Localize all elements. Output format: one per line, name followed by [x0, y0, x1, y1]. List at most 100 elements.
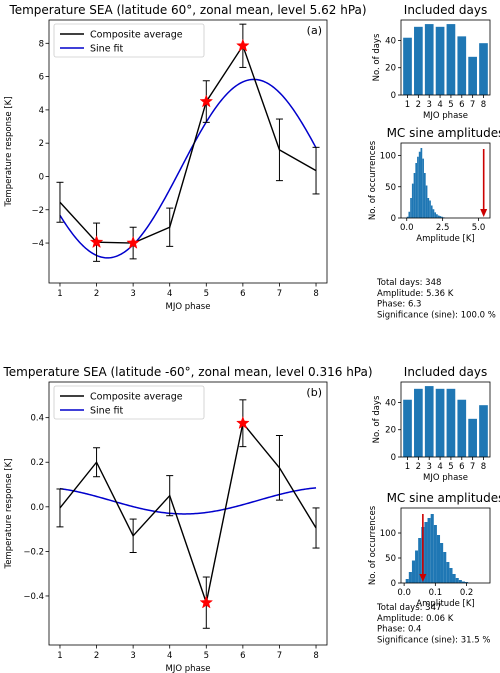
panel-b-hist-y-tick-label: 50: [385, 554, 396, 564]
panel-b-days-axes-frame: [400, 381, 491, 458]
panel-a-days-x-axis-label: MJO phase: [423, 111, 468, 121]
panel-b-x-tick-label: 7: [277, 651, 282, 661]
panel-b-days-x-tick-label: 8: [481, 462, 486, 472]
panel-a-x-tick-label: 2: [94, 289, 99, 299]
panel-b-days-bar: [457, 399, 467, 457]
panel-b-composite-line: [59, 421, 317, 606]
panel-a-x-tick-label: 8: [313, 289, 318, 299]
panel-b-x-tick-label: 4: [167, 651, 172, 661]
panel-b-stats-phase: Phase: 0.4: [377, 625, 421, 635]
panel-a-legend-box: [53, 23, 205, 58]
panel-b-axes-frame: [48, 381, 328, 646]
panel-b-sine-fit-line: [59, 487, 317, 515]
panel-a-days-x-tick-label: 5: [448, 100, 453, 110]
panel-a-hist-axes-frame: [400, 142, 491, 219]
panel-a-legend-composite-label: Composite average: [90, 30, 183, 41]
panel-b-days-bar: [479, 405, 488, 457]
panel-a-sine-fit-line: [59, 78, 317, 259]
panel-a-days-x-tick-label: 7: [470, 100, 475, 110]
panel-a-hist-x-tick-label: 0.0: [400, 223, 414, 233]
panel-a-hist-y-axis-label: No. of occurrences: [368, 140, 378, 220]
panel-a-hist-bar: [434, 212, 437, 218]
panel-b-hist-marker-arrowhead: [419, 574, 427, 582]
panel-b-hist-bar: [408, 572, 412, 583]
panel-b-hist-bar: [436, 535, 441, 583]
panel-a-hist-x-axis-label: Amplitude [K]: [416, 234, 474, 244]
panel-a-panel-label: (a): [307, 24, 322, 37]
panel-a-days-x-tick-label: 2: [416, 100, 421, 110]
panel-a-hist-bar: [415, 163, 418, 218]
panel-b-days-bar: [403, 399, 412, 457]
panel-a-hist-y-tick-label: 50: [385, 183, 396, 193]
panel-b-y-tick-label: −0.4: [23, 592, 44, 602]
panel-b-hist-y-axis-label: No. of occurrences: [368, 505, 378, 585]
panel-b-days-x-tick-label: 7: [470, 462, 475, 472]
panel-a-hist-bar: [441, 216, 443, 218]
panel-a-hist-title: MC sine amplitudes: [387, 126, 500, 140]
panel-a-hist-bar: [427, 198, 430, 218]
panel-b-x-tick-label: 5: [204, 651, 209, 661]
panel-a-hist-bar: [423, 173, 426, 218]
panel-b-y-tick-label: 0.0: [30, 503, 44, 513]
panel-b-hist-chart: 0.0 0.1 0.2 0 50 100 MC sine amplitudes Amplitu…: [368, 491, 500, 609]
panel-a-y-tick-label: 8: [39, 39, 44, 49]
panel-b-y-tick-label: −0.2: [23, 547, 44, 557]
panel-b-hist-bar: [415, 550, 419, 583]
panel-a-days-y-tick-label: 20: [385, 64, 396, 74]
panel-b-days-x-tick-label: 4: [437, 462, 442, 472]
panel-a-days-bar: [435, 26, 445, 95]
panel-a-x-axis-label: MJO phase: [166, 302, 211, 312]
panel-b-hist-x-tick-label: 0.2: [460, 588, 474, 598]
panel-a-days-bar: [414, 26, 423, 95]
panel-a-hist-bar: [420, 148, 423, 218]
panel-a-stats-significance: Significance (sine): 100.0 %: [377, 310, 496, 320]
panel-a-hist-y-tick-label: 0: [391, 214, 396, 224]
panel-a-significant-star: [199, 94, 214, 108]
panel-b-significant-star: [236, 416, 250, 430]
panel-b-hist-bar: [427, 518, 431, 583]
panel-a-x-tick-label: 1: [57, 289, 62, 299]
panel-b-stats-significance: Significance (sine): 31.5 %: [377, 635, 490, 645]
panel-a-days-bar: [457, 36, 467, 95]
panel-b-hist-x-tick-label: 0.0: [397, 588, 411, 598]
panel-a-hist-bar: [417, 156, 419, 218]
panel-b-days-bar: [446, 388, 456, 457]
panel-b-hist-bar: [452, 574, 456, 583]
panel-b-hist-bar: [418, 538, 422, 583]
panel-a-hist-bar: [418, 151, 421, 218]
panel-a-days-x-tick-label: 8: [481, 100, 486, 110]
panel-b-days-y-axis-label: No. of days: [372, 395, 382, 443]
panel-a-days-title: Included days: [404, 3, 487, 17]
panel-a-stats-phase: Phase: 6.3: [377, 300, 421, 310]
panel-b-days-bar: [468, 418, 477, 457]
panel-b-x-tick-label: 2: [94, 651, 99, 661]
panel-a-y-tick-label: −2: [31, 206, 44, 216]
panel-b-title: Temperature SEA (latitude -60°, zonal me…: [2, 365, 372, 379]
panel-a-days-bar: [424, 24, 434, 95]
panel-a-hist-bar: [432, 209, 435, 218]
panel-a-hist-bar: [429, 200, 431, 218]
panel-a-hist-chart: 0.0 2.5 5.0 0 50 100 MC sine amplitudes Amplitu…: [368, 126, 500, 244]
panel-b-y-axis-label: Temperature response [K]: [4, 458, 14, 569]
panel-b-stats-total-days: Total days: 347: [376, 603, 441, 613]
panel-b-days-chart: 1 2 3 4 5 6 7 8 0 20 40 Included days MJO phase No. o…: [372, 365, 491, 483]
panel-a-composite-line: [59, 44, 317, 244]
panel-b-days-bar: [424, 386, 434, 457]
panel-b-hist-title: MC sine amplitudes: [387, 491, 500, 505]
panel-a-hist-y-tick-label: 100: [380, 152, 396, 162]
panel-b-hist-x-tick-label: 0.1: [429, 588, 443, 598]
panel-b-stats-amplitude: Amplitude: 0.06 K: [377, 614, 454, 624]
panel-b-panel-label: (b): [306, 386, 322, 399]
panel-b-days-x-tick-label: 2: [416, 462, 421, 472]
panel-b-hist-bar: [440, 543, 444, 583]
panel-b-hist-y-tick-label: 100: [380, 529, 396, 539]
panel-a-hist-bar: [408, 211, 411, 218]
panel-a-y-tick-label: −4: [31, 239, 44, 249]
panel-a-significant-star: [89, 234, 104, 249]
panel-a-days-y-tick-label: 40: [385, 36, 396, 46]
panel-b-legend-sine-label: Sine fit: [90, 406, 124, 417]
panel-a-days-y-tick-label: 0: [391, 91, 396, 101]
